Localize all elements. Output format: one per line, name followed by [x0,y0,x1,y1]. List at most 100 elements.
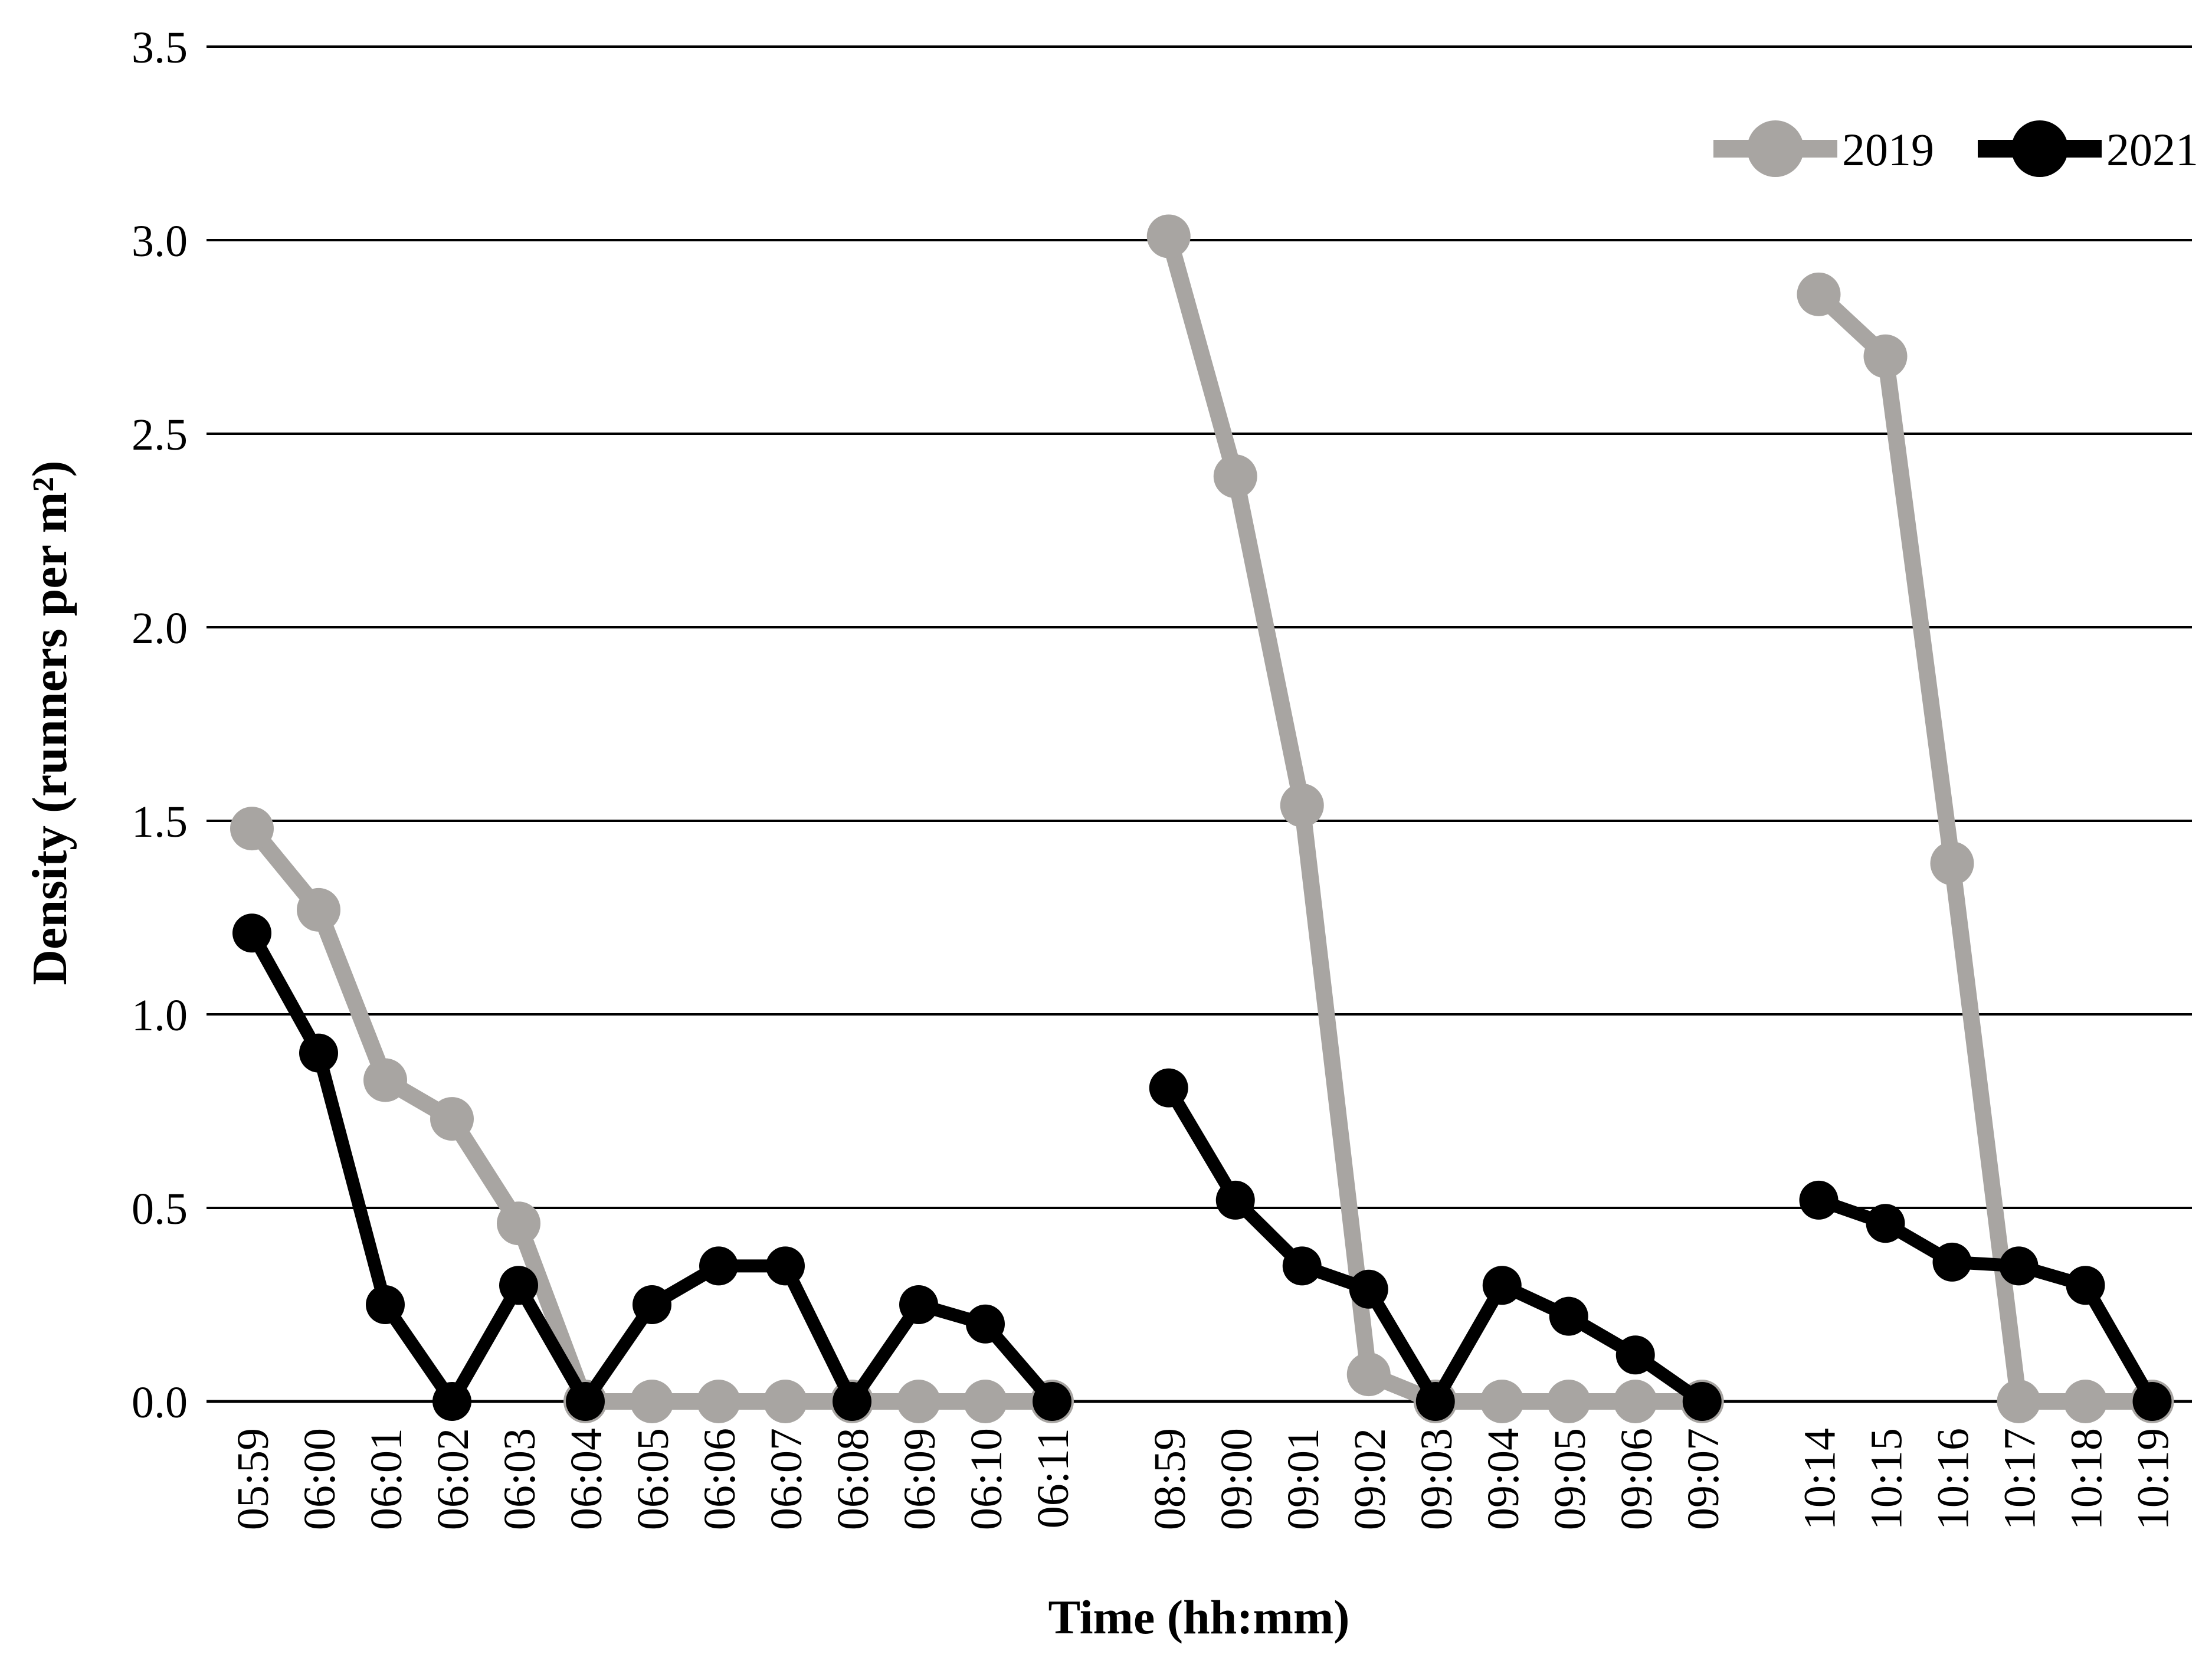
y-axis-tick-labels: 0.0 0.5 1.0 1.5 2.0 2.5 3.0 3.5 [132,23,188,1427]
legend-label: 2019 [1842,124,1934,175]
data-point-marker [499,1266,538,1305]
legend-marker-dot [2011,120,2068,177]
data-point-marker [230,807,274,851]
y-tick-label: 3.5 [132,23,188,73]
data-point-marker [1999,1246,2039,1286]
data-point-marker [1346,1352,1391,1397]
data-point-marker [1615,1335,1655,1375]
series-line [245,926,1059,1408]
data-point-marker [2132,1382,2172,1421]
data-point-marker [363,1058,407,1102]
x-tick-label: 09:01 [1279,1428,1328,1530]
data-point-marker [699,1246,738,1286]
x-tick-label: 10:14 [1795,1428,1845,1530]
data-point-marker [1682,1382,1722,1421]
data-point-marker [1932,1242,1972,1282]
x-tick-label: 10:16 [1929,1428,1978,1530]
data-point-marker [1149,1068,1188,1108]
x-tick-label: 09:06 [1612,1428,1662,1530]
legend-item-2021: 2021 [1978,120,2198,177]
data-point-marker [297,887,340,932]
x-axis-title: Time (hh:mm) [1048,1590,1350,1644]
data-point-marker [763,1380,807,1423]
x-tick-label: 06:04 [562,1428,611,1530]
x-tick-label: 10:19 [2129,1428,2178,1530]
y-tick-label: 3.0 [132,217,188,266]
data-point-marker [833,1382,871,1421]
x-tick-label: 05:59 [228,1428,278,1530]
data-point-marker [630,1380,674,1423]
x-tick-label: 09:03 [1412,1428,1461,1530]
data-point-marker [697,1380,740,1423]
x-tick-label: 06:03 [495,1428,545,1530]
data-point-marker [1146,214,1191,258]
x-tick-label: 06:08 [828,1428,878,1530]
data-point-marker [1866,1204,1905,1243]
x-tick-label: 08:59 [1145,1428,1195,1530]
data-point-marker [1349,1269,1388,1309]
x-tick-label: 06:05 [628,1428,678,1530]
data-point-marker [766,1246,805,1286]
data-point-marker [1033,1382,1071,1421]
data-point-marker [366,1285,405,1324]
x-tick-label: 06:07 [762,1428,811,1530]
data-point-marker [432,1382,471,1421]
data-point-marker [1480,1380,1524,1423]
data-point-marker [1997,1380,2041,1423]
data-point-marker [1546,1380,1591,1423]
data-point-marker [497,1201,540,1246]
legend-label: 2021 [2106,124,2198,175]
y-tick-label: 1.0 [132,991,188,1040]
data-series [230,214,2174,1423]
y-tick-label: 2.0 [132,604,188,653]
data-point-marker [1797,272,1841,316]
x-tick-label: 10:17 [1995,1428,2045,1530]
data-point-marker [966,1304,1005,1344]
data-point-marker [2063,1380,2108,1423]
data-point-marker [1213,454,1257,499]
x-tick-label: 09:04 [1479,1428,1528,1530]
legend-marker-dot [1747,120,1804,177]
y-tick-label: 0.0 [132,1378,188,1427]
data-point-marker [1482,1266,1522,1305]
data-point-marker [1930,841,1974,886]
data-point-marker [299,1033,338,1073]
data-point-marker [566,1382,605,1421]
y-axis-title: Density (runners per m²) [22,460,77,985]
x-tick-label: 09:05 [1545,1428,1595,1530]
series-line [1160,228,1710,1410]
data-point-marker [897,1380,940,1423]
gridlines [207,45,2192,1403]
x-tick-label: 09:02 [1345,1428,1395,1530]
data-point-marker [1282,1246,1322,1286]
x-tick-label: 06:06 [695,1428,745,1530]
x-tick-label: 06:10 [962,1428,1011,1530]
x-tick-label: 10:15 [1862,1428,1912,1530]
data-point-marker [232,913,271,953]
x-tick-label: 06:00 [295,1428,345,1530]
data-point-marker [899,1285,938,1324]
data-point-marker [1415,1382,1455,1421]
data-point-marker [1549,1296,1588,1336]
data-point-marker [430,1097,474,1141]
data-point-marker [964,1380,1007,1423]
x-tick-label: 09:00 [1212,1428,1261,1530]
x-tick-label: 06:09 [895,1428,945,1530]
x-tick-label: 06:11 [1028,1428,1078,1528]
x-tick-label: 09:07 [1679,1428,1728,1530]
y-tick-label: 0.5 [132,1184,188,1234]
data-point-marker [1863,334,1908,378]
data-point-marker [1215,1180,1255,1220]
series-line [1810,286,2161,1410]
data-point-marker [2066,1266,2105,1305]
data-point-marker [1613,1380,1657,1423]
data-point-marker [1799,1180,1839,1220]
y-tick-label: 1.5 [132,797,188,847]
x-tick-label: 10:18 [2062,1428,2112,1530]
legend-item-2019: 2019 [1713,120,1934,177]
y-tick-label: 2.5 [132,410,188,460]
x-tick-label: 06:02 [428,1428,478,1530]
x-axis-tick-labels: 05:59 06:00 06:01 06:02 06:03 06:04 06:05 06:06… [228,1428,2178,1530]
legend: 2019 2021 [1713,120,2198,177]
